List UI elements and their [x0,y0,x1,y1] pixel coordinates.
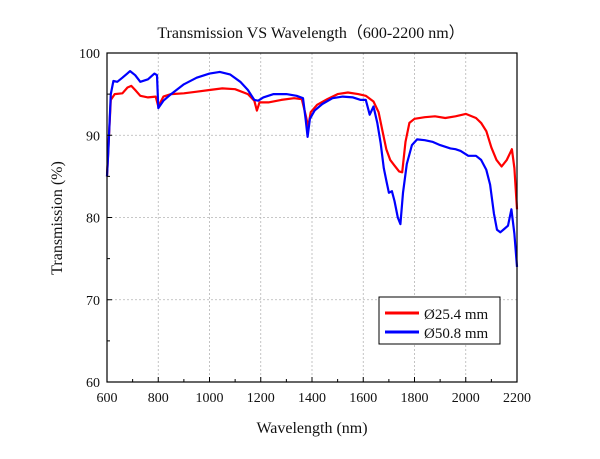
x-tick-label: 600 [97,391,118,406]
x-tick-label: 2000 [452,391,480,406]
x-tick-label: 800 [148,391,169,406]
y-tick-label: 60 [86,376,100,391]
legend-box [378,296,501,345]
legend-label-25mm: Ø25.4 mm [424,307,489,323]
chart-title: Transmission VS Wavelength（600-2200 nm） [157,24,464,42]
y-tick-label: 80 [86,212,100,227]
x-tick-label: 1000 [196,391,224,406]
y-tick-label: 100 [79,47,100,62]
x-tick-label: 1400 [298,391,326,406]
legend-label-50mm: Ø50.8 mm [424,326,489,342]
x-tick-label: 1200 [247,391,275,406]
series-layer [105,70,519,267]
x-tick-label: 1600 [349,391,377,406]
y-tick-label: 90 [86,129,100,144]
x-axis-label: Wavelength (nm) [256,420,367,437]
x-tick-label: 2200 [503,391,531,406]
axis-ticks: 600 800 1000 1200 1400 1600 1800 2000 2200 60 70 80… [79,47,531,406]
y-tick-label: 70 [86,294,100,309]
x-tick-label: 1800 [401,391,429,406]
legend: Ø25.4 mm Ø50.8 mm [378,296,501,345]
y-axis-label: Transmission (%) [49,161,66,275]
series-line-0 [105,84,519,210]
series-line-1 [105,70,519,267]
